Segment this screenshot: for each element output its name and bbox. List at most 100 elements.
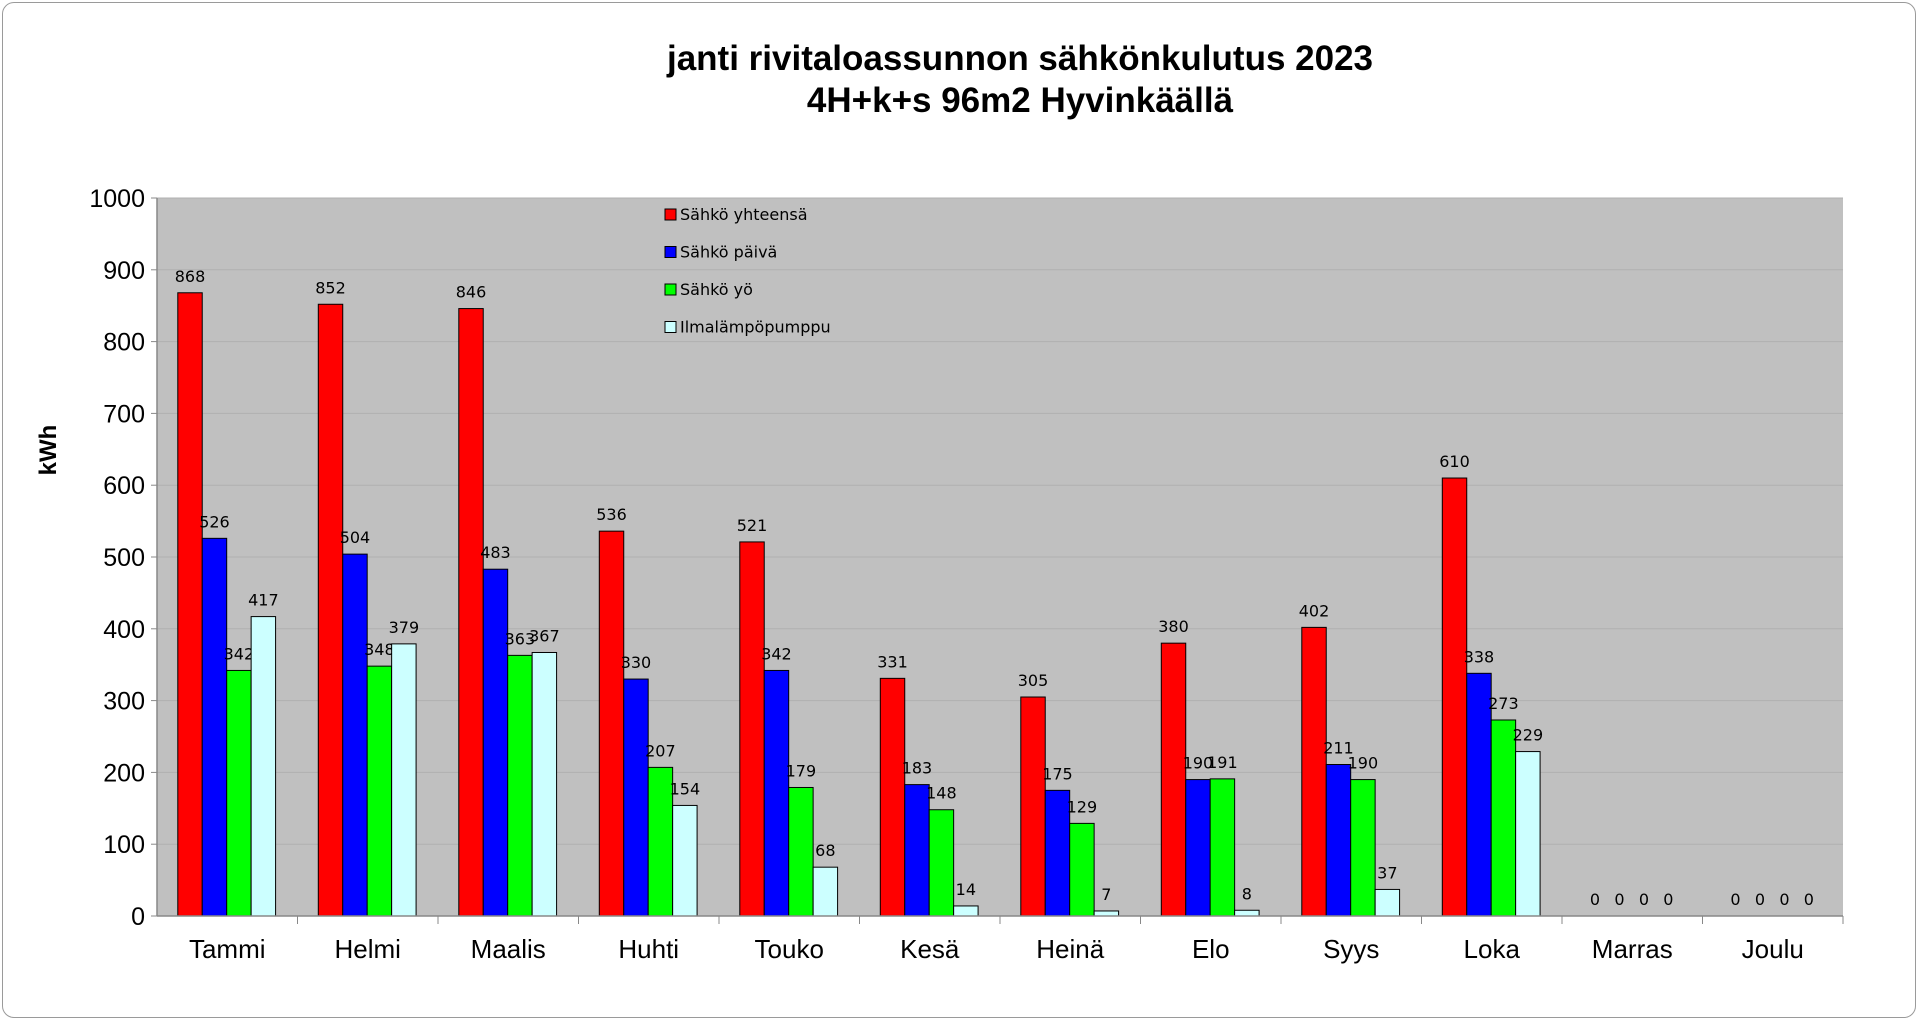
bar-s-hk-p-iv--helmi xyxy=(342,553,368,917)
legend-label: Sähkö päivä xyxy=(680,243,777,262)
legend-swatch xyxy=(664,283,677,296)
x-tick-label: Tammi xyxy=(189,934,266,964)
x-tick-label: Joulu xyxy=(1742,934,1804,964)
bar-ilmal-mp-pumppu-syys xyxy=(1374,888,1401,917)
bar-s-hk-yhteens--tammi xyxy=(177,292,203,917)
bar-s-hk-y--heinä xyxy=(1069,822,1095,917)
bar-ilmal-mp-pumppu-touko xyxy=(812,866,839,917)
data-label: 417 xyxy=(248,591,279,610)
y-tick-label: 500 xyxy=(103,544,145,572)
bar-s-hk-yhteens--heinä xyxy=(1020,696,1046,917)
data-label: 0 xyxy=(1804,890,1814,909)
data-label: 183 xyxy=(902,759,933,778)
y-tick-label: 1000 xyxy=(89,185,145,213)
y-tick-label: 0 xyxy=(131,903,145,931)
bar-s-hk-yhteens--syys xyxy=(1301,626,1327,917)
bar-ilmal-mp-pumppu-elo xyxy=(1234,909,1260,917)
data-label: 402 xyxy=(1299,601,1330,620)
data-label: 331 xyxy=(877,652,908,671)
y-tick-label: 700 xyxy=(103,400,145,428)
bars: 8685263424178525043483798464833633675363… xyxy=(175,267,1814,917)
data-label: 191 xyxy=(1207,753,1238,772)
data-label: 348 xyxy=(364,640,395,659)
data-label: 521 xyxy=(737,516,768,535)
data-label: 190 xyxy=(1348,754,1379,773)
data-label: 367 xyxy=(529,626,560,645)
gridlines xyxy=(157,197,1843,845)
bar-s-hk-yhteens--touko xyxy=(739,541,765,917)
x-tick-label: Loka xyxy=(1464,934,1521,964)
bar-ilmal-mp-pumppu-tammi xyxy=(250,616,277,917)
data-label: 175 xyxy=(1042,764,1073,783)
data-label: 0 xyxy=(1639,890,1649,909)
x-tick-label: Heinä xyxy=(1036,934,1104,964)
data-label: 154 xyxy=(670,779,701,798)
x-tick-label: Huhti xyxy=(618,934,679,964)
data-label: 379 xyxy=(389,618,420,637)
x-tick-label: Elo xyxy=(1192,934,1230,964)
bar-s-hk-yhteens--loka xyxy=(1441,477,1468,917)
data-label: 483 xyxy=(480,543,511,562)
bar-s-hk-p-iv--loka xyxy=(1466,672,1492,917)
y-tick-label: 400 xyxy=(103,616,145,644)
bar-s-hk-p-iv--syys xyxy=(1325,764,1352,917)
data-label: 229 xyxy=(1513,726,1544,745)
bar-s-hk-y--tammi xyxy=(226,669,252,917)
x-tick-label: Kesä xyxy=(900,934,960,964)
y-axis-label: kWh xyxy=(35,425,62,476)
bar-ilmal-mp-pumppu-helmi xyxy=(391,643,417,917)
x-tick-label: Touko xyxy=(755,934,824,964)
data-label: 14 xyxy=(956,880,976,899)
data-label: 129 xyxy=(1067,797,1098,816)
data-label: 273 xyxy=(1488,694,1519,713)
bar-ilmal-mp-pumppu-loka xyxy=(1515,751,1541,917)
y-tick-label: 600 xyxy=(103,472,145,500)
bar-s-hk-y--helmi xyxy=(366,665,393,917)
bar-s-hk-p-iv--touko xyxy=(763,669,790,917)
legend-label: Sähkö yhteensä xyxy=(680,205,808,224)
bar-s-hk-p-iv--elo xyxy=(1185,779,1211,917)
y-tick-label: 900 xyxy=(103,257,145,285)
bar-ilmal-mp-pumppu-huhti xyxy=(672,804,698,917)
data-label: 0 xyxy=(1590,890,1600,909)
bar-s-hk-y--elo xyxy=(1209,778,1236,917)
data-label: 0 xyxy=(1730,890,1740,909)
bar-s-hk-p-iv--maalis xyxy=(482,568,509,917)
data-label: 610 xyxy=(1439,452,1470,471)
bar-s-hk-y--loka xyxy=(1490,719,1517,917)
data-label: 338 xyxy=(1464,647,1495,666)
bar-s-hk-p-iv--huhti xyxy=(623,678,649,917)
data-label: 211 xyxy=(1323,739,1354,758)
y-tick-label: 200 xyxy=(103,759,145,787)
bar-s-hk-yhteens--maalis xyxy=(458,308,484,917)
data-label: 868 xyxy=(175,267,206,286)
bar-s-hk-y--touko xyxy=(788,786,814,917)
data-label: 504 xyxy=(340,528,371,547)
x-tick-label: Maalis xyxy=(471,934,546,964)
data-label: 526 xyxy=(199,512,230,531)
legend-swatch xyxy=(664,321,677,333)
bar-s-hk-yhteens--kesä xyxy=(879,677,906,917)
chart-title-line-2: 4H+k+s 96m2 Hyvinkäällä xyxy=(807,81,1234,120)
data-label: 179 xyxy=(786,761,817,780)
chart-title-line-1: janti rivitaloassunnon sähkönkulutus 202… xyxy=(666,39,1373,78)
data-label: 342 xyxy=(224,644,255,663)
data-label: 330 xyxy=(621,653,652,672)
legend-label: Ilmalämpöpumppu xyxy=(680,318,831,337)
bar-s-hk-p-iv--kesä xyxy=(904,784,930,917)
bar-s-hk-yhteens--elo xyxy=(1160,642,1187,917)
data-label: 0 xyxy=(1663,890,1673,909)
data-label: 846 xyxy=(456,283,487,302)
data-label: 190 xyxy=(1183,754,1214,773)
data-label: 342 xyxy=(761,644,792,663)
data-label: 852 xyxy=(315,278,346,297)
bar-s-hk-p-iv--tammi xyxy=(201,537,228,917)
bar-s-hk-yhteens--helmi xyxy=(317,303,344,917)
bar-ilmal-mp-pumppu-heinä xyxy=(1093,910,1120,917)
legend: Sähkö yhteensä Sähkö päivä Sähkö yö Ilmaläm… xyxy=(664,205,831,337)
data-label: 363 xyxy=(505,629,536,648)
data-label: 305 xyxy=(1018,671,1049,690)
data-label: 0 xyxy=(1779,890,1789,909)
bar-ilmal-mp-pumppu-kesä xyxy=(953,905,979,917)
